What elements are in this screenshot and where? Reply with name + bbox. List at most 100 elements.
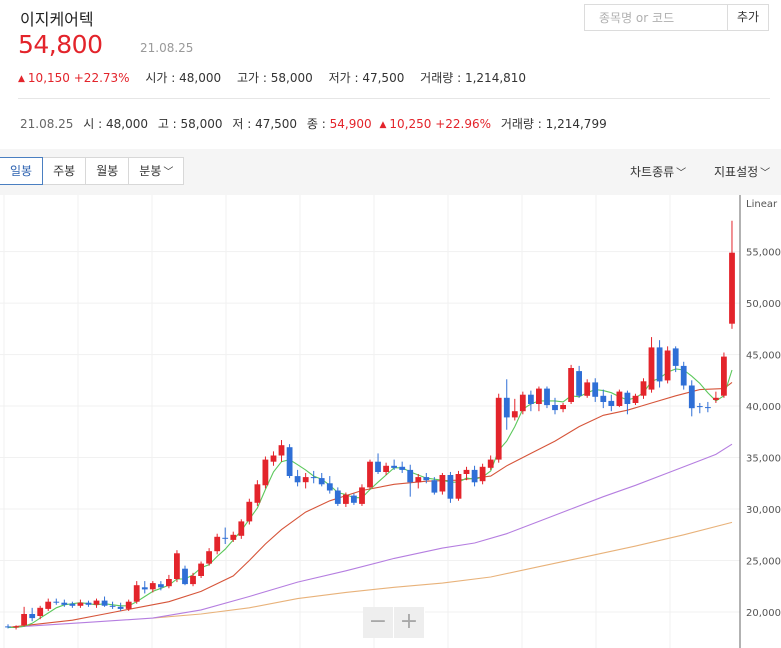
candle-body bbox=[286, 447, 293, 476]
candle-body bbox=[576, 371, 582, 396]
candle-body bbox=[729, 252, 735, 324]
candle-body bbox=[632, 395, 639, 403]
daily-high: 58,000 bbox=[180, 117, 223, 131]
volume-label: 거래량 bbox=[420, 71, 454, 85]
candle-body bbox=[696, 406, 703, 408]
tab-minute[interactable]: 분봉 ﹀ bbox=[128, 157, 185, 185]
candle-body bbox=[713, 397, 719, 400]
ma120-line bbox=[152, 521, 733, 619]
zoom-in-button[interactable]: + bbox=[394, 607, 425, 638]
candle-body bbox=[359, 487, 365, 504]
candle-body bbox=[431, 480, 438, 493]
y-tick-label: 55,000 bbox=[746, 248, 781, 259]
y-tick-label: 20,000 bbox=[746, 608, 781, 619]
zoom-out-button[interactable]: − bbox=[363, 607, 394, 638]
daily-change-value: 10,250 bbox=[389, 117, 432, 131]
daily-low-label: 저 bbox=[232, 117, 244, 131]
candle-body bbox=[568, 368, 574, 402]
candle-body bbox=[487, 459, 494, 468]
daily-open-label: 시 bbox=[83, 117, 95, 131]
candle-body bbox=[343, 494, 349, 504]
y-tick-label: 45,000 bbox=[746, 351, 781, 362]
candle-body bbox=[222, 537, 229, 539]
candle-body bbox=[278, 445, 285, 456]
chevron-down-icon: ﹀ bbox=[676, 168, 687, 179]
candle-body bbox=[5, 626, 11, 628]
candle-body bbox=[334, 490, 341, 504]
candle-body bbox=[310, 477, 317, 479]
daily-low: 47,500 bbox=[255, 117, 298, 131]
candle-body bbox=[246, 501, 253, 522]
candle-body bbox=[688, 385, 695, 409]
add-button[interactable]: 추가 bbox=[727, 4, 769, 31]
candle-body bbox=[230, 534, 237, 540]
chevron-down-icon: ﹀ bbox=[760, 168, 771, 179]
daily-volume-label: 거래량 bbox=[500, 117, 534, 131]
candle-body bbox=[85, 602, 92, 605]
current-price: 54,800 bbox=[18, 30, 103, 59]
daily-change: ▲ 10,250 +22.96% bbox=[379, 117, 491, 131]
candle-body bbox=[125, 601, 132, 609]
tab-monthly[interactable]: 월봉 bbox=[85, 157, 130, 185]
price-date: 21.08.25 bbox=[140, 41, 194, 55]
candle-body bbox=[318, 478, 325, 485]
candle-body bbox=[101, 600, 108, 606]
candle-body bbox=[391, 465, 397, 468]
daily-change-percent: +22.96% bbox=[435, 117, 492, 131]
candle-body bbox=[495, 397, 502, 460]
candlestick-chart[interactable]: 20,000 25,000 30,000 35,000 40,000 45,000 50,0… bbox=[0, 195, 781, 648]
chart-toolbar: 일봉 주봉 월봉 분봉 ﹀ 차트종류 ﹀ 지표설정 ﹀ bbox=[0, 149, 781, 195]
candle-body bbox=[584, 382, 591, 396]
candle-body bbox=[117, 606, 124, 609]
candle-body bbox=[45, 601, 52, 609]
change-value: 10,150 bbox=[27, 71, 70, 85]
candle-body bbox=[439, 475, 446, 492]
candle-body bbox=[375, 461, 381, 472]
candle-body bbox=[721, 356, 727, 396]
chart-svg: 20,000 25,000 30,000 35,000 40,000 45,000 50,0… bbox=[0, 195, 781, 648]
candle-body bbox=[511, 411, 518, 418]
candle-body bbox=[471, 469, 478, 483]
high-value: 58,000 bbox=[270, 71, 313, 85]
chart-type-dropdown[interactable]: 차트종류 ﹀ bbox=[630, 163, 686, 180]
candle-body bbox=[93, 600, 100, 605]
change-percent: +22.73% bbox=[73, 71, 130, 85]
y-tick-label: 30,000 bbox=[746, 505, 781, 516]
scale-label: Linear bbox=[746, 199, 778, 210]
candle-body bbox=[672, 348, 679, 366]
open-label: 시가 bbox=[145, 71, 168, 85]
candle-body bbox=[560, 405, 566, 410]
tab-daily[interactable]: 일봉 bbox=[0, 157, 44, 185]
candle-body bbox=[61, 602, 68, 605]
candle-body bbox=[141, 587, 148, 590]
candle-body bbox=[198, 563, 204, 576]
candle-body bbox=[182, 568, 188, 585]
candle-body bbox=[109, 605, 116, 607]
y-tick-label: 50,000 bbox=[746, 299, 781, 310]
y-tick-label: 25,000 bbox=[746, 556, 781, 567]
ma20-line bbox=[7, 381, 733, 628]
change-indicator: ▲ 10,150 +22.73% bbox=[18, 71, 130, 85]
tab-weekly[interactable]: 주봉 bbox=[42, 157, 87, 185]
candle-body bbox=[536, 388, 542, 404]
stock-search-box[interactable] bbox=[584, 4, 728, 31]
indicator-settings-dropdown[interactable]: 지표설정 ﹀ bbox=[714, 163, 770, 180]
candle-body bbox=[399, 466, 406, 470]
candle-body bbox=[608, 400, 615, 406]
y-tick-label: 35,000 bbox=[746, 454, 781, 465]
up-triangle-icon: ▲ bbox=[379, 120, 387, 130]
candle-body bbox=[656, 347, 663, 382]
candle-body bbox=[254, 484, 261, 503]
candle-body bbox=[705, 407, 711, 409]
candle-body bbox=[423, 477, 430, 481]
candle-body bbox=[528, 394, 534, 404]
candle-body bbox=[53, 601, 60, 603]
up-triangle-icon: ▲ bbox=[18, 74, 25, 84]
stock-search-input[interactable] bbox=[585, 5, 727, 30]
chevron-down-icon: ﹀ bbox=[163, 167, 174, 178]
daily-detail: 21.08.25 시 : 48,000 고 : 58,000 저 : 47,50… bbox=[20, 117, 607, 131]
open-value: 48,000 bbox=[179, 71, 222, 85]
daily-close: 54,900 bbox=[329, 117, 372, 131]
candle-body bbox=[238, 521, 245, 536]
candle-body bbox=[294, 476, 301, 483]
